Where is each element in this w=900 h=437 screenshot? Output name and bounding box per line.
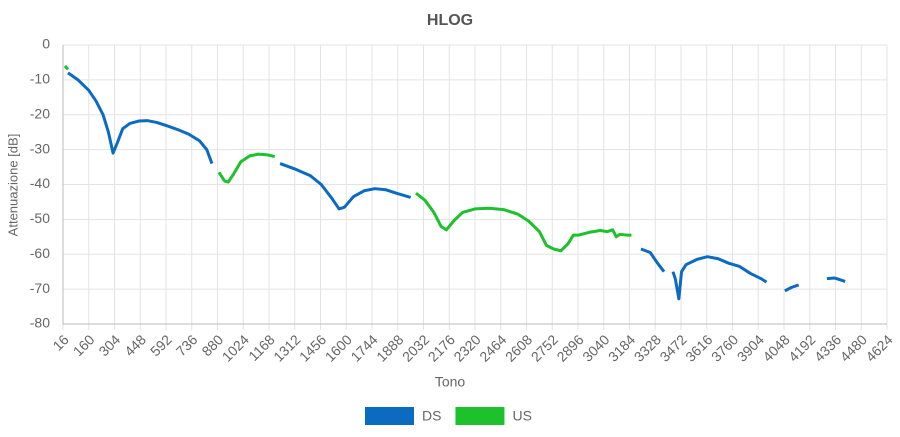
- y-tick-label: -40: [30, 175, 50, 191]
- x-tick-label: 2608: [502, 331, 535, 364]
- x-tick-label: 4480: [837, 331, 870, 364]
- x-axis-title: Tono: [435, 374, 466, 390]
- x-tick-label: 2320: [450, 331, 483, 364]
- y-tick-label: -70: [30, 280, 50, 296]
- x-tick-label: 2752: [528, 331, 561, 364]
- y-axis-title: Attenuazione [dB]: [5, 134, 20, 237]
- data-line: [67, 71, 846, 301]
- x-tick-label: 1888: [373, 331, 406, 364]
- data-line: [63, 64, 632, 253]
- x-tick-label: 4192: [785, 331, 818, 364]
- x-tick-label: 3472: [656, 331, 689, 364]
- x-tick-label: 4048: [759, 331, 792, 364]
- y-tick-label: -50: [30, 210, 50, 226]
- x-tick-label: 2176: [425, 331, 458, 364]
- x-tick-label: 736: [173, 331, 201, 359]
- x-tick-label: 2896: [553, 331, 586, 364]
- chart-title: HLOG: [427, 12, 473, 29]
- x-tick-label: 3616: [682, 331, 715, 364]
- x-tick-label: 4336: [811, 331, 844, 364]
- x-tick-label: 3904: [734, 331, 767, 364]
- x-tick-label: 2464: [476, 331, 509, 364]
- x-tick-label: 304: [95, 331, 123, 359]
- x-tick-label: 2032: [399, 331, 432, 364]
- y-tick-label: -10: [30, 71, 50, 87]
- y-tick-label: -80: [30, 315, 50, 331]
- x-tick-label: 1456: [296, 331, 329, 364]
- y-tick-label: -30: [30, 140, 50, 156]
- y-tick-label: -60: [30, 245, 50, 261]
- x-tick-label: 592: [147, 331, 175, 359]
- legend-label: US: [512, 408, 531, 424]
- x-tick-label: 3328: [631, 331, 664, 364]
- x-tick-label: 3760: [708, 331, 741, 364]
- x-tick-label: 1600: [322, 331, 355, 364]
- y-tick-label: -20: [30, 105, 50, 121]
- x-tick-label: 1312: [270, 331, 303, 364]
- x-tick-label: 1024: [219, 331, 252, 364]
- x-tick-label: 1168: [245, 331, 278, 364]
- legend-swatch: [365, 407, 414, 425]
- x-tick-label: 16: [49, 331, 71, 353]
- x-tick-label: 160: [70, 331, 98, 359]
- y-tick-label: 0: [42, 36, 50, 52]
- x-tick-label: 3040: [579, 331, 612, 364]
- x-tick-label: 4624: [862, 331, 895, 364]
- x-tick-label: 448: [121, 331, 149, 359]
- x-tick-label: 3184: [605, 331, 638, 364]
- legend-label: DS: [422, 408, 441, 424]
- x-tick-label: 1744: [347, 331, 380, 364]
- legend-swatch: [455, 407, 505, 425]
